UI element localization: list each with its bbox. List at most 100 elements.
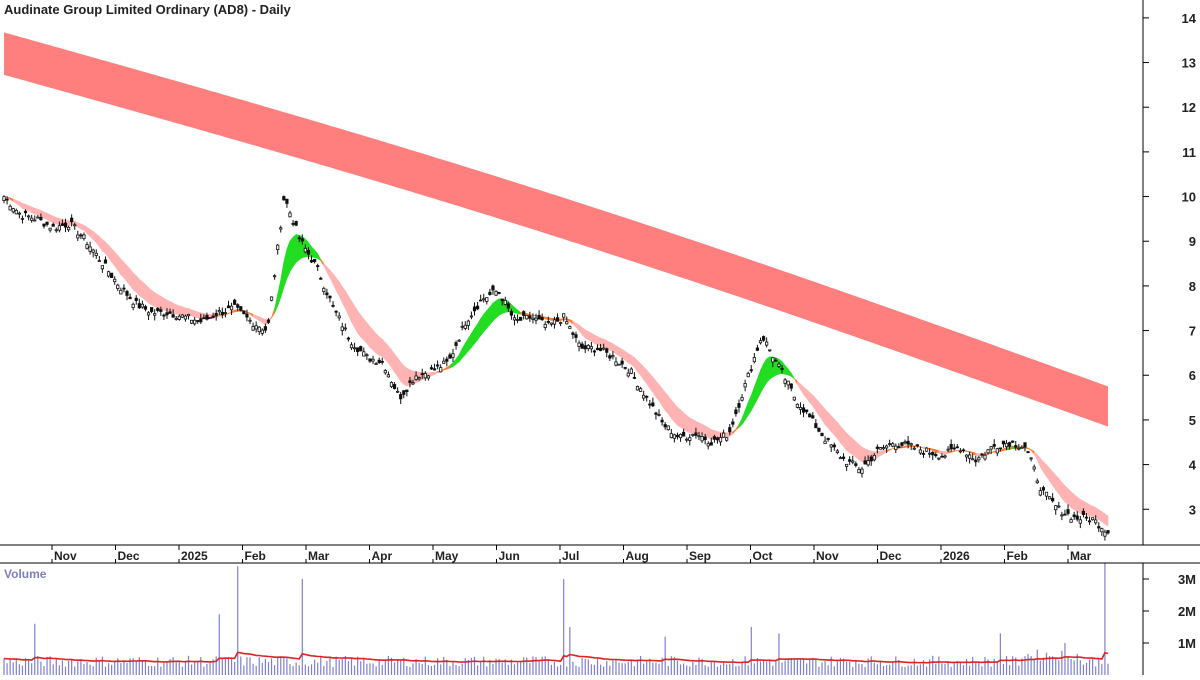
lower-band-segment [1071,492,1074,510]
lower-band-segment [478,319,481,340]
lower-band-segment [16,200,19,205]
x-tick-label: Apr [372,549,393,563]
volume-y-tick-label: 2M [1178,604,1196,619]
lower-band-segment [579,325,582,335]
lower-band-segment [395,354,398,376]
candle-body [732,422,734,424]
lower-band-segment [665,392,668,413]
x-tick-label: Mar [1070,549,1092,563]
lower-band-segment [487,307,490,328]
lower-band-segment [87,227,90,236]
lower-band-segment [837,422,840,442]
lower-band-segment [358,311,361,337]
lower-band-segment [293,235,296,267]
lower-band-segment [825,409,828,428]
candle-body [765,342,767,345]
candle-body [827,438,829,439]
candle-body [212,316,214,317]
candle-body [833,445,835,447]
candle-body [129,297,131,298]
lower-band-segment [84,225,87,233]
candle-body [1061,515,1063,516]
candle-body [901,443,903,446]
candle-body [612,356,614,357]
lower-band-segment [195,311,198,318]
candle-body [49,228,51,230]
lower-band-segment [742,411,745,425]
candle-body [784,380,786,383]
candle-body [427,376,429,378]
candle-body [695,433,697,435]
candle-body [504,300,506,304]
candle-body [200,319,202,322]
lower-band-segment [351,301,354,327]
candle-body [873,455,875,459]
lower-band-segment [890,449,893,450]
lower-band-segment [459,348,462,361]
candle-body [1088,521,1090,522]
candle-body [529,316,531,318]
candle-body [885,446,887,448]
candle-body [320,278,322,279]
candle-body [916,445,918,446]
candle-body [61,224,63,226]
candle-body [387,375,389,377]
candle-body [698,436,700,437]
candle-body [313,259,315,261]
candle-body [618,364,620,365]
lower-band-segment [333,274,336,290]
candle-body [685,439,687,440]
lower-band-segment [13,199,16,203]
candle-body [393,384,395,388]
candle-body [3,197,5,201]
candle-body [984,455,986,459]
candle-body [443,361,445,363]
candle-body [347,338,349,339]
candle-body [46,222,48,224]
candle-body [67,227,69,229]
candle-body [40,217,42,220]
candle-body [729,428,731,432]
candle-body [375,364,377,365]
price-y-tick-label: 6 [1189,368,1196,383]
candle-body [184,316,186,319]
candle-body [252,327,254,331]
candle-body [1094,520,1096,523]
candle-body [864,461,866,464]
candle-body [1005,443,1007,446]
candle-body [323,288,325,291]
lower-band-segment [339,282,342,303]
candle-body [606,349,608,353]
lower-band-segment [690,418,693,433]
volume-bars [4,563,1108,675]
lower-band-segment [828,412,831,431]
candle-body [744,383,746,386]
candle-body [449,355,451,358]
lower-band-segment [687,416,690,433]
lower-band-segment [650,374,653,392]
lower-band-segment [176,305,179,315]
lower-band-segment [754,379,757,405]
lower-band-segment [259,317,262,323]
candle-body [27,216,29,217]
lower-band-segment [1034,451,1037,460]
candle-body [203,318,205,319]
candle-body [799,407,801,409]
candle-body [1107,531,1109,533]
lower-band-segment [456,355,459,364]
candle-body [1064,514,1066,515]
volume-average [4,653,1108,663]
candle-body [224,313,226,314]
candle-body [738,404,740,408]
candle-body [609,356,611,358]
candle-body [627,373,629,376]
candle-body [356,348,358,352]
lower-band-segment [465,338,468,354]
candle-body [89,247,91,251]
candle-body [1070,520,1072,523]
candle-body [1051,498,1053,500]
candle-body [578,343,580,347]
candle-body [6,199,8,200]
candle-body [123,288,125,289]
